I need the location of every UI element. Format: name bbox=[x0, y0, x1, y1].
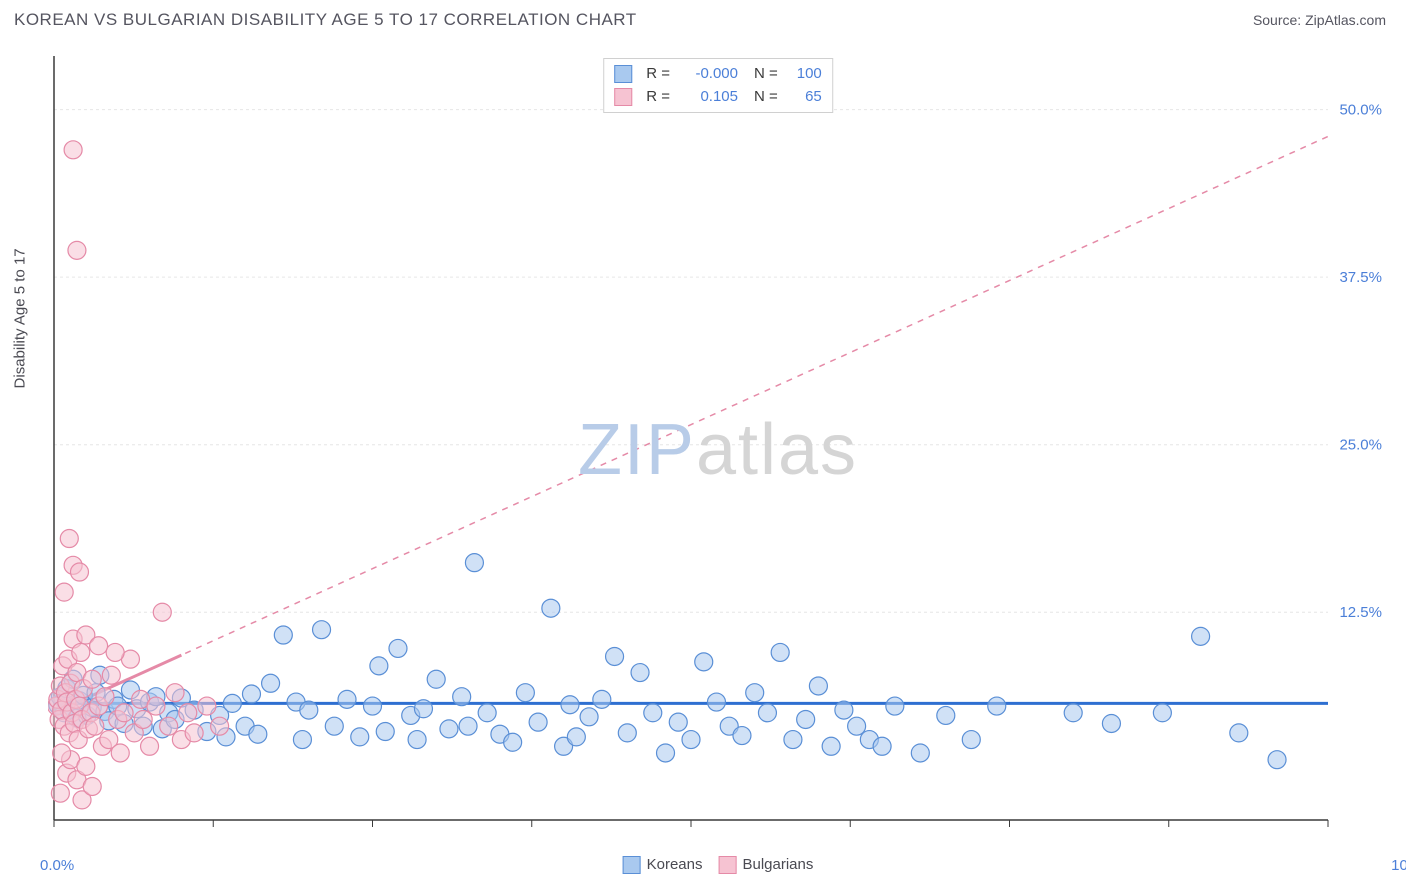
n-label: N = bbox=[754, 86, 778, 109]
r-label: R = bbox=[646, 86, 670, 109]
legend-row: R = 0.105 N = 65 bbox=[614, 86, 822, 109]
chart-title: KOREAN VS BULGARIAN DISABILITY AGE 5 TO … bbox=[14, 10, 637, 30]
svg-text:37.5%: 37.5% bbox=[1339, 269, 1382, 286]
n-value: 100 bbox=[786, 63, 822, 86]
legend-label: Koreans bbox=[647, 856, 703, 873]
scatter-chart: 12.5% 25.0% 37.5% 50.0% bbox=[48, 50, 1388, 850]
header: KOREAN VS BULGARIAN DISABILITY AGE 5 TO … bbox=[0, 0, 1406, 36]
series-legend: Koreans Bulgarians bbox=[623, 856, 814, 874]
legend-swatch bbox=[614, 88, 632, 106]
chart-container: 12.5%25.0%37.5%50.0% Disability Age 5 to… bbox=[48, 50, 1388, 850]
svg-text:50.0%: 50.0% bbox=[1339, 102, 1382, 119]
y-axis-label: Disability Age 5 to 17 bbox=[12, 248, 29, 388]
legend-swatch bbox=[614, 65, 632, 83]
n-label: N = bbox=[754, 63, 778, 86]
legend-swatch bbox=[623, 856, 641, 874]
svg-text:25.0%: 25.0% bbox=[1339, 437, 1382, 454]
legend-swatch bbox=[718, 856, 736, 874]
legend-row: R = -0.000 N = 100 bbox=[614, 63, 822, 86]
x-origin-label: 0.0% bbox=[40, 857, 74, 874]
legend-item: Koreans bbox=[623, 856, 703, 874]
source-attribution: Source: ZipAtlas.com bbox=[1253, 12, 1386, 28]
svg-text:12.5%: 12.5% bbox=[1339, 604, 1382, 621]
n-value: 65 bbox=[786, 86, 822, 109]
r-value: 0.105 bbox=[678, 86, 738, 109]
legend-label: Bulgarians bbox=[742, 856, 813, 873]
legend-item: Bulgarians bbox=[718, 856, 813, 874]
x-max-label: 100.0% bbox=[1391, 857, 1406, 874]
r-value: -0.000 bbox=[678, 63, 738, 86]
r-label: R = bbox=[646, 63, 670, 86]
correlation-legend: R = -0.000 N = 100 R = 0.105 N = 65 bbox=[603, 58, 833, 113]
